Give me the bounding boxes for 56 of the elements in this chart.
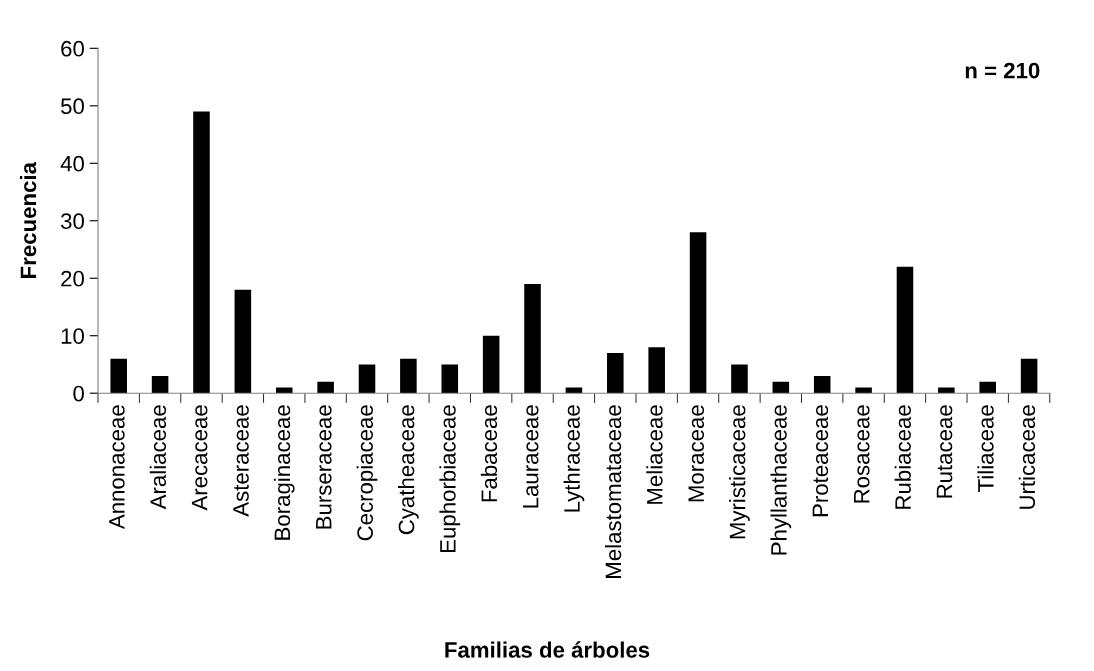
x-tick-label: Meliaceae: [646, 405, 663, 504]
bar: [275, 387, 293, 394]
bar: [979, 381, 997, 394]
bar: [731, 364, 748, 394]
x-tick-label: Boraginaceae: [273, 405, 295, 540]
x-tick-label: Moraceae: [688, 405, 705, 502]
x-tick-label: Annonaceae: [109, 405, 125, 530]
y-tick-label: 60: [61, 40, 84, 57]
x-tick-label: Rubiaceae: [894, 405, 911, 509]
y-tick-label: 30: [60, 213, 84, 230]
bar: [317, 381, 334, 394]
x-tick-label: Euphorbiaceae: [439, 405, 461, 552]
bar: [938, 387, 955, 394]
bar: [234, 289, 252, 394]
y-axis-title: Frecuencia: [19, 161, 37, 278]
y-tick-label: 10: [61, 328, 84, 344]
x-tick-label: Fabaceae: [480, 405, 498, 502]
bar: [772, 381, 790, 394]
y-tick-label: 40: [60, 155, 84, 172]
x-tick-label: Melastomataceae: [604, 405, 622, 578]
bar: [813, 375, 831, 394]
x-tick-label: Myristicaceae: [729, 405, 750, 539]
bar: [441, 364, 459, 394]
y-tick-label: 20: [61, 270, 84, 287]
x-tick-label: Burseraceae: [316, 405, 332, 529]
x-tick-label: Rosaceae: [854, 405, 870, 503]
x-tick-label: Proteaceae: [812, 405, 829, 517]
x-tick-label: Asteraceae: [233, 405, 249, 517]
x-tick-label: Cecropiaceae: [356, 405, 378, 541]
bar: [524, 283, 541, 394]
x-tick-label: Araliaceae: [149, 405, 167, 510]
bar: [400, 358, 417, 394]
bar: [193, 111, 210, 394]
bar: [110, 358, 127, 394]
bar: [358, 364, 376, 394]
x-tick-label: Urticaceae: [1018, 405, 1036, 509]
x-tick-label: Arecaceae: [191, 405, 208, 511]
bar: [607, 352, 624, 394]
x-tick-label: Cyatheaceae: [398, 405, 419, 535]
bar: [689, 232, 707, 394]
y-tick-label: 0: [73, 385, 84, 402]
x-tick-label: Lauraceae: [522, 405, 539, 508]
x-tick-label: Lythraceae: [563, 405, 585, 512]
bar: [1020, 358, 1038, 394]
bar: [565, 387, 583, 394]
x-tick-label: Tiliaceae: [977, 405, 994, 492]
bar: [151, 375, 169, 394]
x-tick-label: Phyllanthaceae: [770, 405, 792, 555]
x-axis-title: Familias de árboles: [445, 641, 650, 658]
bar: [855, 387, 872, 394]
bar: [482, 335, 500, 394]
annotation: n = 210: [965, 62, 1040, 79]
y-tick-label: 50: [61, 98, 84, 115]
bar: [648, 347, 665, 394]
x-tick-label: Rutaceae: [936, 405, 953, 498]
bar: [896, 266, 914, 394]
